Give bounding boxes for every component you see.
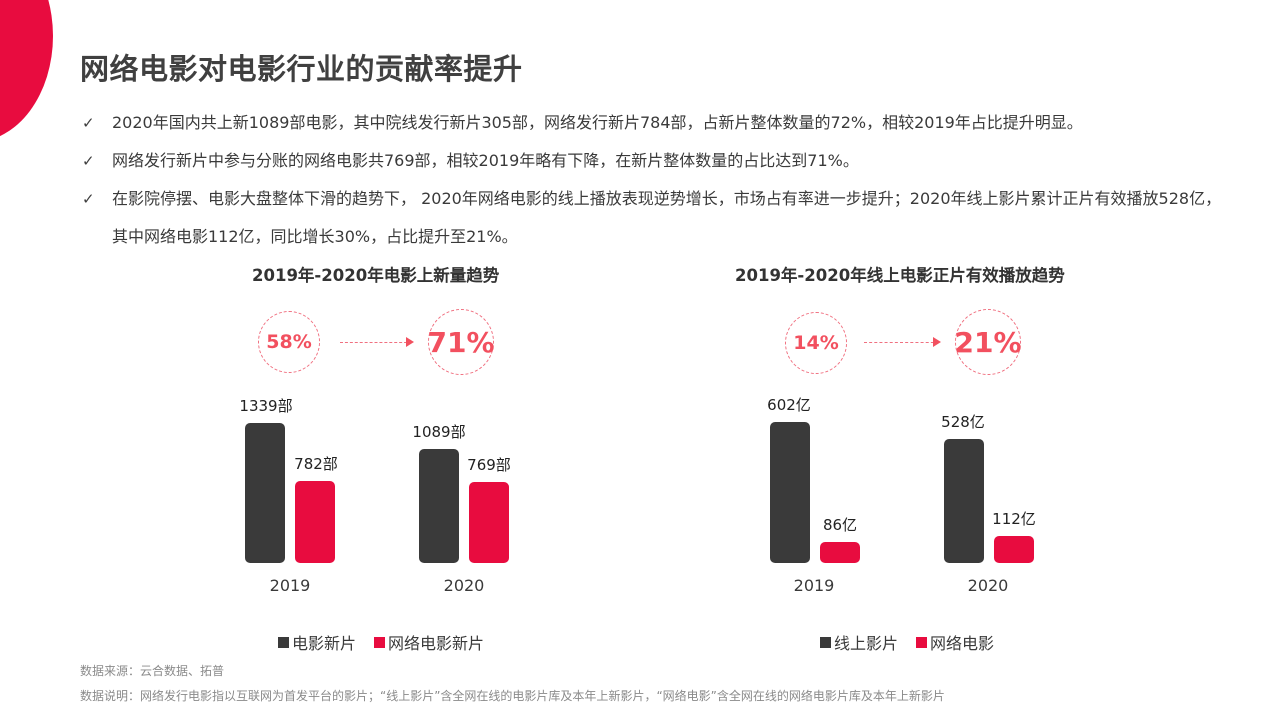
x-tick-2020: 2020 — [443, 576, 485, 595]
bar-value-label: 528亿 — [941, 413, 985, 431]
share-2019-value: 14% — [793, 332, 839, 354]
bar-2020-online-films — [469, 482, 509, 563]
bar-value-label: 602亿 — [767, 396, 811, 414]
bar-2020-online — [944, 439, 984, 563]
legend-label: 电影新片 — [292, 634, 357, 653]
bar-value-label: 1339部 — [239, 397, 293, 415]
page-title: 网络电影对电影行业的贡献率提升 — [80, 52, 523, 86]
legend-item: 线上影片 — [820, 630, 898, 654]
bullet-list: ✓ 2020年国内共上新1089部电影，其中院线发行新片305部，网络发行新片7… — [82, 104, 1222, 256]
data-source-note: 数据来源：云合数据、拓普 — [80, 664, 225, 678]
bar-2020-films — [419, 449, 459, 563]
bar-value-label: 1089部 — [412, 423, 466, 441]
share-2019-circle: 14% — [785, 312, 847, 374]
data-description-note: 数据说明：网络发行电影指以互联网为首发平台的影片；“线上影片”含全网在线的电影片… — [80, 689, 945, 703]
bullet-text: 在影院停摆、电影大盘整体下滑的趋势下， 2020年网络电影的线上播放表现逆势增长… — [112, 189, 1222, 246]
legend-swatch-red — [916, 636, 928, 648]
chart-title: 2019年-2020年电影上新量趋势 — [252, 266, 500, 285]
legend-item: 电影新片 — [278, 630, 356, 654]
bar-2020-net-films — [994, 536, 1034, 563]
legend-item: 网络电影 — [916, 630, 994, 654]
share-2020-circle: 21% — [954, 309, 1022, 375]
bullet-text: 2020年国内共上新1089部电影，其中院线发行新片305部，网络发行新片784… — [112, 113, 1083, 132]
legend-label: 网络电影新片 — [388, 634, 485, 653]
legend-swatch-red — [374, 636, 386, 648]
share-2020-circle: 71% — [427, 309, 495, 375]
bullet-item: ✓ 网络发行新片中参与分账的网络电影共769部，相较2019年略有下降，在新片整… — [82, 142, 1222, 180]
share-2019-circle: 58% — [258, 311, 320, 373]
decorative-red-circle — [0, 0, 53, 142]
bar-value-label: 769部 — [467, 456, 511, 474]
legend-label: 线上影片 — [834, 634, 899, 653]
bar-value-label: 112亿 — [992, 510, 1036, 528]
check-icon: ✓ — [82, 152, 95, 170]
x-tick-2020: 2020 — [967, 576, 1009, 595]
legend-swatch-dark — [278, 636, 289, 648]
chart-legend: 线上影片 网络电影 — [820, 630, 1012, 654]
legend-item: 网络电影新片 — [374, 630, 484, 654]
arrow-icon — [340, 337, 414, 347]
x-tick-2019: 2019 — [269, 576, 311, 595]
x-tick-2019: 2019 — [793, 576, 835, 595]
legend-swatch-dark — [820, 636, 831, 648]
share-2019-value: 58% — [266, 331, 312, 353]
share-2020-value: 71% — [427, 325, 495, 359]
check-icon: ✓ — [82, 114, 95, 132]
legend-label: 网络电影 — [930, 634, 995, 653]
bar-value-label: 782部 — [294, 455, 338, 473]
bullet-item: ✓ 2020年国内共上新1089部电影，其中院线发行新片305部，网络发行新片7… — [82, 104, 1222, 142]
chart-title: 2019年-2020年线上电影正片有效播放趋势 — [735, 266, 1065, 285]
bar-2019-films — [245, 423, 285, 563]
arrow-icon — [864, 337, 941, 347]
check-icon: ✓ — [82, 190, 95, 208]
bar-value-label: 86亿 — [822, 516, 858, 534]
chart-legend: 电影新片 网络电影新片 — [278, 630, 502, 654]
bar-2019-net-films — [820, 542, 860, 563]
bullet-item: ✓ 在影院停摆、电影大盘整体下滑的趋势下， 2020年网络电影的线上播放表现逆势… — [82, 180, 1222, 256]
bullet-text: 网络发行新片中参与分账的网络电影共769部，相较2019年略有下降，在新片整体数… — [112, 151, 859, 170]
share-2020-value: 21% — [954, 325, 1022, 359]
bar-2019-online — [770, 422, 810, 563]
bar-2019-online-films — [295, 481, 335, 563]
